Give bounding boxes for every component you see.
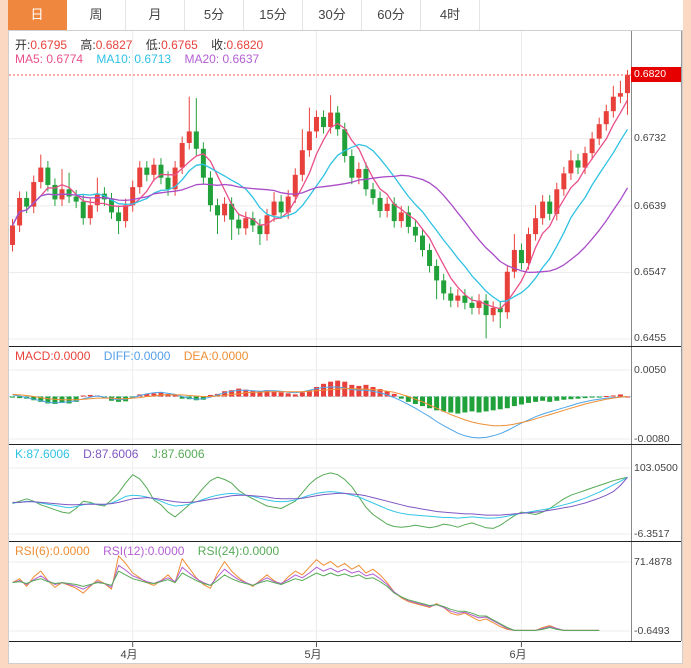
price-axis-tick: 0.6547 (634, 266, 667, 278)
kdj-header: K:87.6006 D:87.6006 J:87.6006 (15, 447, 215, 461)
ma20-value: MA20: 0.6637 (184, 52, 260, 66)
price-axis-tick: 0.6639 (634, 200, 667, 212)
rsi12-value: RSI(12):0.0000 (103, 544, 185, 558)
tab-15min[interactable]: 15分 (244, 0, 303, 30)
low-label: 低: (145, 38, 162, 52)
chart-area: 开:0.6795 高:0.6827 低:0.6765 收:0.6820 MA5:… (8, 30, 683, 664)
open-label: 开: (15, 38, 31, 52)
ohlc-header: 开:0.6795 高:0.6827 低:0.6765 收:0.6820 (15, 36, 273, 53)
tab-bar-filler (480, 0, 683, 30)
low-value: 0.6765 (161, 38, 198, 52)
d-value: D:87.6006 (83, 447, 139, 461)
tab-day[interactable]: 日 (8, 0, 67, 30)
high-label: 高: (80, 38, 96, 52)
open-value: 0.6795 (30, 38, 68, 52)
k-value: K:87.6006 (15, 447, 70, 461)
price-axis-tick: 0.6455 (634, 332, 667, 344)
close-value: 0.6820 (226, 38, 264, 52)
macd-axis-tick: -0.0080 (634, 433, 670, 445)
price-axis-tick: 0.6732 (634, 132, 667, 144)
x-axis-label-may: 5月 (304, 649, 322, 661)
ma5-value: MA5: 0.6774 (15, 52, 84, 66)
dea-value: DEA:0.0000 (183, 349, 249, 363)
close-label: 收: (211, 38, 227, 52)
high-value: 0.6827 (95, 38, 133, 52)
macd-header: MACD:0.0000 DIFF:0.0000 DEA:0.0000 (15, 349, 258, 363)
ma10-value: MA10: 0.6713 (96, 52, 172, 66)
tab-30min[interactable]: 30分 (303, 0, 362, 30)
macd-axis-tick: 0.0050 (634, 364, 667, 376)
macd-value: MACD:0.0000 (15, 349, 91, 363)
tab-4hour[interactable]: 4时 (421, 0, 480, 30)
j-value: J:87.6006 (151, 447, 205, 461)
tab-5min[interactable]: 5分 (185, 0, 244, 30)
tab-60min[interactable]: 60分 (362, 0, 421, 30)
rsi-axis-tick: 71.4878 (634, 556, 672, 568)
current-price-tag: 0.6820 (631, 67, 681, 82)
diff-value: DIFF:0.0000 (103, 349, 171, 363)
tab-month[interactable]: 月 (126, 0, 185, 30)
chart-svg[interactable] (9, 31, 684, 665)
x-axis-label-april: 4月 (120, 649, 138, 661)
x-axis-label-june: 6月 (509, 649, 527, 661)
kdj-axis-tick: 103.0500 (634, 462, 678, 474)
tab-week[interactable]: 周 (67, 0, 126, 30)
ma-header: MA5: 0.6774 MA10: 0.6713 MA20: 0.6637 (15, 52, 269, 66)
period-tab-bar: 日 周 月 5分 15分 30分 60分 4时 (8, 0, 683, 31)
rsi-axis-tick: -0.6493 (634, 625, 670, 637)
rsi24-value: RSI(24):0.0000 (197, 544, 280, 558)
kdj-axis-tick: -6.3517 (634, 528, 670, 540)
rsi6-value: RSI(6):0.0000 (15, 544, 90, 558)
rsi-header: RSI(6):0.0000 RSI(12):0.0000 RSI(24):0.0… (15, 544, 289, 558)
